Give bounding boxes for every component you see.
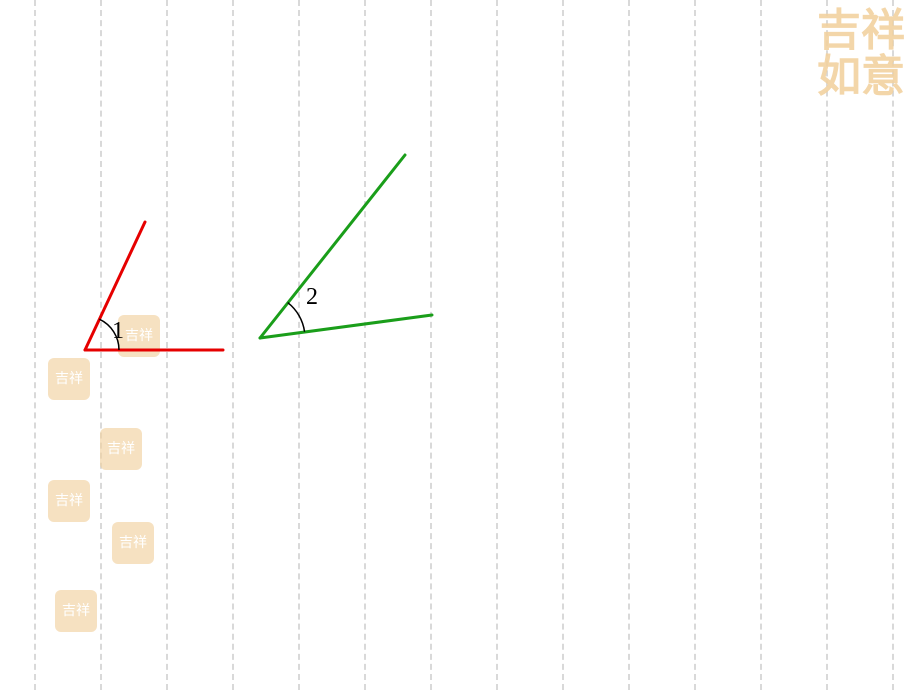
angles-layer: 12 <box>0 0 920 690</box>
angle1-label: 1 <box>112 318 124 344</box>
angle2-ray-up <box>260 155 405 338</box>
diagram-canvas: 吉祥 如意吉祥吉祥吉祥吉祥吉祥吉祥12 <box>0 0 920 690</box>
angle2-ray-base <box>260 315 432 338</box>
angle2-label: 2 <box>306 284 318 310</box>
angle2-arc <box>288 303 305 332</box>
